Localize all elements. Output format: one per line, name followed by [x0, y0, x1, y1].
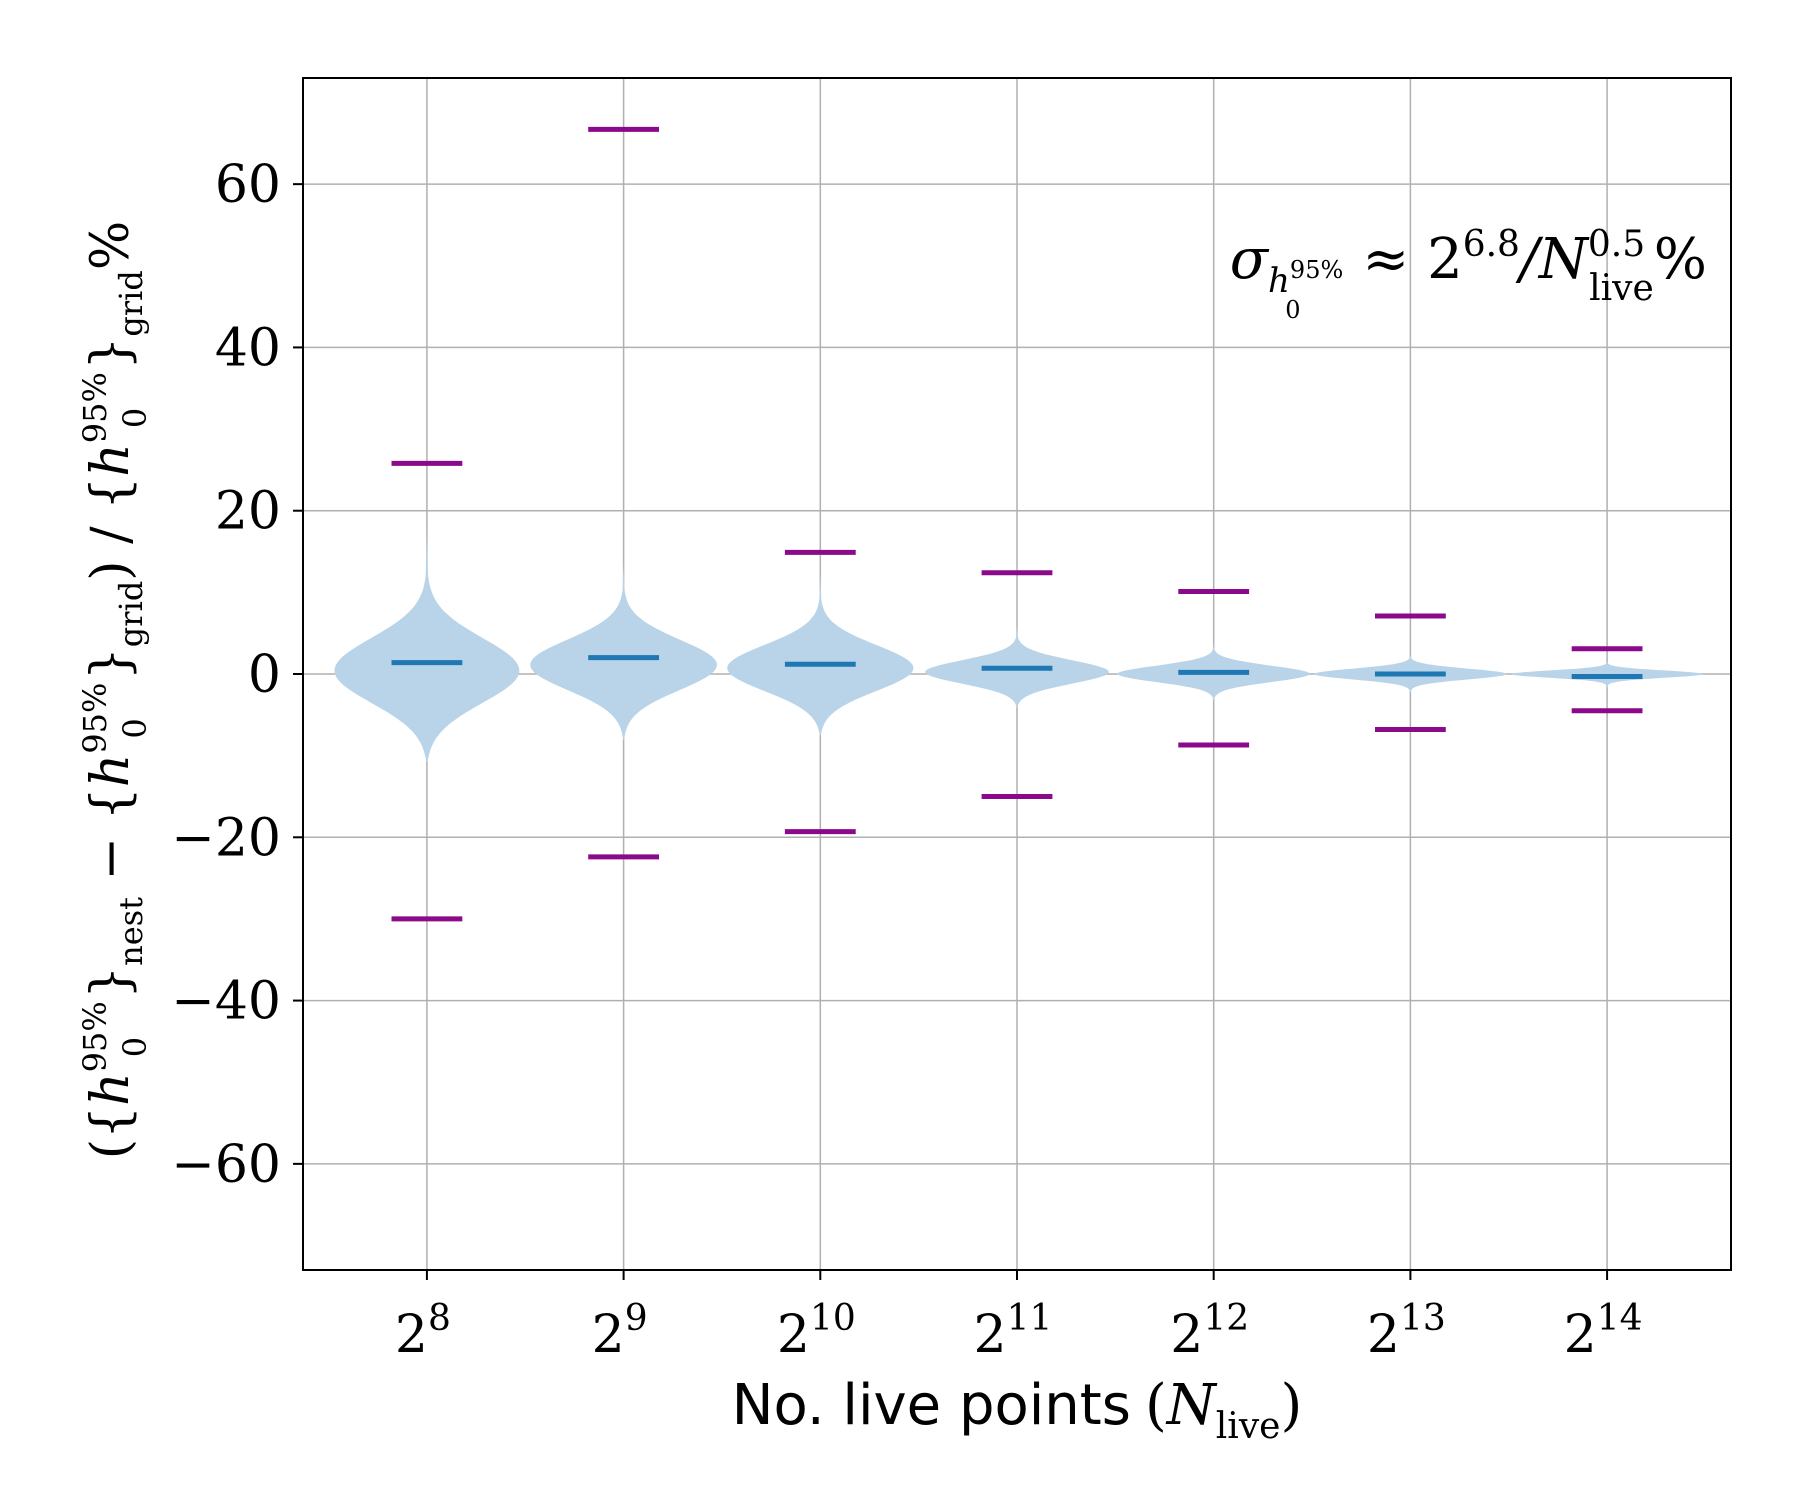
ylabel-minus: − { — [81, 787, 141, 897]
violin-body — [530, 561, 717, 741]
x-tick-label: 210 — [777, 1298, 856, 1365]
ylabel-close1: } — [81, 966, 141, 999]
ylabel-sub1: 0 — [116, 1037, 154, 1057]
x-axis-label: No. live points (Nlive) — [732, 1373, 1303, 1447]
violin-body — [334, 530, 520, 763]
sigma-annotation: σh95% 0 ≈ 26.8/N0.5 live% — [1230, 224, 1707, 324]
x-tick-exponent: 10 — [810, 1298, 856, 1339]
x-tick-label: 28 — [395, 1298, 451, 1365]
xlabel-close: ) — [1280, 1373, 1302, 1438]
x-tick-exponent: 13 — [1400, 1298, 1446, 1339]
y-tick-label: 60 — [215, 155, 281, 215]
anno-h-sup: 95% — [1290, 256, 1343, 284]
ylabel-s3: grid — [112, 270, 150, 337]
anno-h: h — [1268, 261, 1290, 301]
y-tick-label: −60 — [171, 1135, 281, 1195]
x-tick-label: 214 — [1564, 1298, 1643, 1365]
x-tick-exponent: 12 — [1203, 1298, 1249, 1339]
ylabel-s2: grid — [112, 581, 150, 648]
xlabel-var: N — [1165, 1373, 1218, 1438]
ylabel-div: ) / { — [81, 477, 141, 581]
x-tick-label: 213 — [1367, 1298, 1446, 1365]
xlabel-open: ( — [1145, 1373, 1167, 1438]
x-tick-base: 2 — [592, 1305, 625, 1365]
x-tick-exponent: 14 — [1597, 1298, 1643, 1339]
xlabel-sub: live — [1216, 1406, 1281, 1447]
ylabel-v3: h — [81, 443, 141, 477]
anno-h-sub: 0 — [1285, 296, 1300, 324]
ylabel-s1: nest — [112, 897, 150, 966]
x-tick-base: 2 — [395, 1305, 428, 1365]
ylabel-sup1: 95% — [76, 1001, 114, 1072]
ylabel-close3: } — [81, 337, 141, 370]
x-tick-base: 2 — [777, 1305, 810, 1365]
x-tick-exponent: 11 — [1007, 1298, 1053, 1339]
ylabel-sup2: 95% — [76, 683, 114, 754]
ylabel-v2: h — [81, 754, 141, 788]
x-tick-label: 29 — [592, 1298, 648, 1365]
x-tick-label: 212 — [1170, 1298, 1249, 1365]
x-tick-base: 2 — [1564, 1305, 1597, 1365]
violin-body — [727, 571, 914, 736]
median-extrema-marks — [391, 126, 1643, 922]
y-tick-label: −20 — [171, 808, 281, 868]
y-tick-label: 20 — [215, 482, 281, 542]
x-tick-exponent: 9 — [625, 1298, 648, 1339]
x-tick-base: 2 — [1170, 1305, 1203, 1365]
ylabel-sup3: 95% — [76, 372, 114, 443]
ylabel-close2: } — [81, 647, 141, 680]
anno-n-sup: 0.5 — [1588, 224, 1645, 265]
y-tick-label: 40 — [215, 318, 281, 378]
ylabel-p1: ({ — [81, 1106, 141, 1159]
anno-approx: ≈ 2 — [1345, 227, 1463, 292]
anno-pct: % — [1654, 227, 1707, 292]
y-tick-label: 0 — [248, 645, 281, 705]
ylabel-pct: % — [81, 221, 141, 270]
x-tick-base: 2 — [1367, 1305, 1400, 1365]
ylabel-sub3: 0 — [116, 408, 154, 428]
anno-exp: 6.8 — [1463, 224, 1520, 265]
x-tick-base: 2 — [974, 1305, 1007, 1365]
anno-n-sub: live — [1589, 268, 1654, 309]
y-tick-label: −40 — [171, 972, 281, 1032]
anno-slash-n: /N — [1515, 227, 1590, 292]
xlabel-text: No. live points — [732, 1373, 1131, 1438]
y-axis-label: ({h95%0}nest − {h95%0}grid) / {h95%0}gri… — [76, 221, 154, 1160]
ylabel-v1: h — [81, 1072, 141, 1106]
ylabel-sub2: 0 — [116, 718, 154, 738]
x-tick-label: 211 — [974, 1298, 1053, 1365]
anno-sigma: σ — [1230, 227, 1270, 292]
x-tick-exponent: 8 — [428, 1298, 451, 1339]
